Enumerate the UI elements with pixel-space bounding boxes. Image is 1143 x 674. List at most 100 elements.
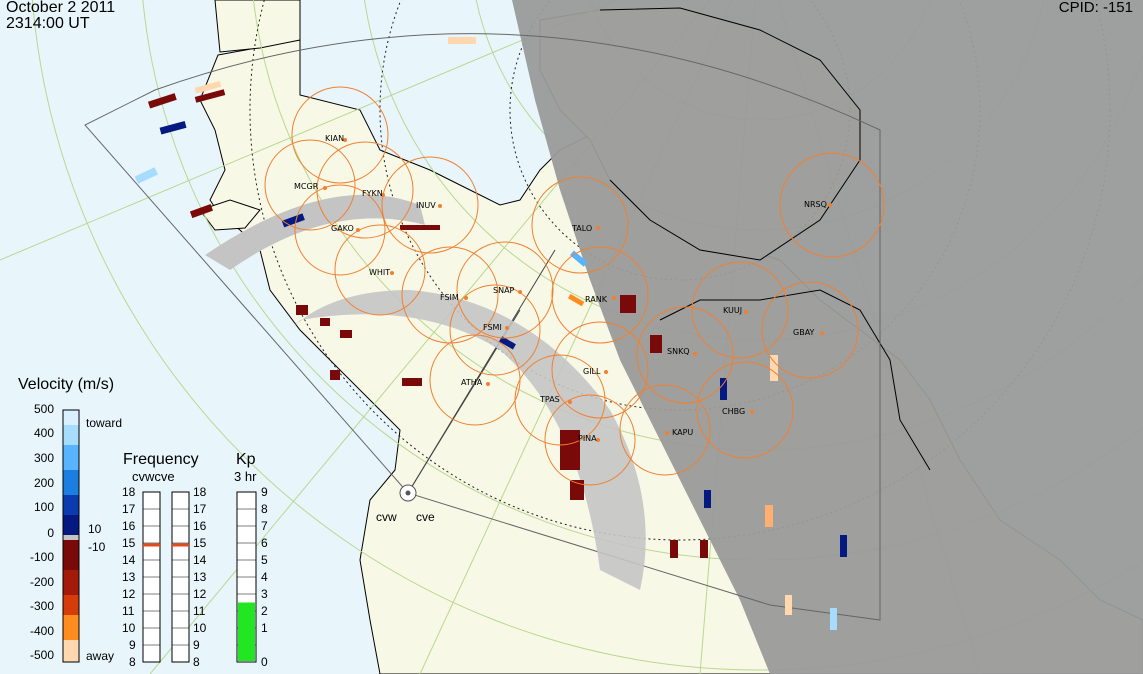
freq-left-tick: 9 xyxy=(129,638,136,652)
beam-line-2 xyxy=(407,249,556,494)
vel-swatch xyxy=(63,470,79,495)
meridian-1 xyxy=(0,0,619,261)
radar-label-cvw: cvw xyxy=(376,510,397,524)
echo-toward xyxy=(499,336,516,350)
velocity-echoes xyxy=(134,37,847,630)
echo-away xyxy=(570,480,584,500)
fov-ring-chbg xyxy=(696,361,794,459)
echo-away-light xyxy=(194,80,222,94)
echo-away xyxy=(402,378,422,386)
radar-site-dot xyxy=(405,490,411,496)
station-dot-fsmi xyxy=(505,326,509,330)
station-label: TALO xyxy=(571,224,592,233)
freq-right-tick: 14 xyxy=(193,553,207,567)
cpid-label: CPID: -151 xyxy=(1058,0,1133,16)
station-markers xyxy=(323,138,832,442)
station-label: FSMI xyxy=(483,323,502,332)
freq-left-tick: 18 xyxy=(122,485,136,499)
echo-away xyxy=(560,430,580,470)
station-label: TPAS xyxy=(539,395,560,404)
hudson-bay-coast-night xyxy=(659,289,931,471)
fov-ring-gako xyxy=(294,184,386,276)
station-dot-pina xyxy=(596,438,600,442)
station-label: PINA xyxy=(578,434,597,443)
station-dot-atha xyxy=(486,382,490,386)
station-dot-gbay xyxy=(820,331,824,335)
velocity-tick: -500 xyxy=(29,648,54,662)
freq-left-tick: 16 xyxy=(122,519,136,533)
freq-right-tick: 8 xyxy=(193,655,200,669)
station-dot-tpas xyxy=(568,400,572,404)
away-label: away xyxy=(86,649,115,663)
radar-site xyxy=(399,484,417,502)
station-label: KUUJ xyxy=(723,306,742,315)
station-label: WHIT xyxy=(369,268,390,277)
toward-label: toward xyxy=(86,416,123,430)
time-label: 2314:00 UT xyxy=(6,15,90,32)
date-label: October 2 2011 xyxy=(6,0,116,16)
echo-away xyxy=(330,370,340,380)
station-label: KIAN xyxy=(325,134,344,143)
kp-tick: 1 xyxy=(261,621,268,635)
echo-toward xyxy=(704,490,711,508)
ground-scatter-band xyxy=(205,194,425,270)
echo-away-light xyxy=(765,505,773,527)
fov-ring-snap xyxy=(456,241,554,339)
fov-ring-snkq xyxy=(636,306,734,404)
vel-swatch xyxy=(63,445,79,470)
fov-ring-gill xyxy=(551,321,649,419)
alaska-peninsula xyxy=(199,199,261,231)
fov-ring-tpas xyxy=(514,354,606,446)
velocity-tick: 100 xyxy=(33,500,54,514)
velocity-title: Velocity (m/s) xyxy=(18,376,115,393)
vel-swatch xyxy=(63,425,79,445)
freq-left-tick: 17 xyxy=(122,502,136,516)
station-dot-kuuj xyxy=(744,310,748,314)
freq-right-tick: 12 xyxy=(193,587,207,601)
freq-right-tick: 17 xyxy=(193,502,207,516)
freq-left-tick: 11 xyxy=(122,604,135,618)
vel-swatch xyxy=(63,570,79,595)
station-dot-rank xyxy=(612,296,616,300)
echo-away-light xyxy=(448,37,476,44)
station-dot-snkq xyxy=(693,352,697,356)
velocity-tick: -400 xyxy=(29,624,54,638)
kp-tick: 5 xyxy=(261,553,268,567)
greenland-outline-night xyxy=(599,7,861,261)
station-dot-kapu xyxy=(665,431,669,435)
echo-toward xyxy=(159,120,187,135)
frequency-grid xyxy=(143,508,189,646)
frequency-title: Frequency xyxy=(123,451,199,468)
frequency-subtitle: cvwcve xyxy=(132,469,175,484)
vel-colorbar-frame xyxy=(62,409,80,663)
fov-ring-pina xyxy=(544,394,636,486)
echo-away xyxy=(620,295,636,313)
freq-right-tick: 15 xyxy=(193,536,207,550)
freq-right-tick: 16 xyxy=(193,519,207,533)
vel-swatch xyxy=(63,640,79,662)
kp-tick: 3 xyxy=(261,587,268,601)
vel-swatch xyxy=(63,595,79,615)
radar-fov-outline xyxy=(84,33,881,621)
vel-swatch xyxy=(63,410,79,425)
freq-right-tick: 18 xyxy=(193,485,207,499)
velocity-tick: 300 xyxy=(33,451,54,465)
station-dot-whit xyxy=(390,271,394,275)
kp-tick: 2 xyxy=(261,604,268,618)
vel-swatch xyxy=(63,615,79,640)
station-label: ATHA xyxy=(461,378,483,387)
lat-ring-6 xyxy=(32,0,1143,671)
station-label: KAPU xyxy=(672,428,693,437)
threshold-positive: 10 xyxy=(88,522,102,536)
echo-toward-light xyxy=(830,608,837,630)
station-label: NRSQ xyxy=(804,200,827,209)
station-label: GAKO xyxy=(331,224,354,233)
echo-toward xyxy=(840,535,847,557)
kp-tick: 7 xyxy=(261,519,268,533)
echo-away-orange xyxy=(567,293,585,307)
echo-away xyxy=(340,330,352,338)
freq-left-tick: 8 xyxy=(129,655,136,669)
freq-left-tick: 10 xyxy=(122,621,136,635)
